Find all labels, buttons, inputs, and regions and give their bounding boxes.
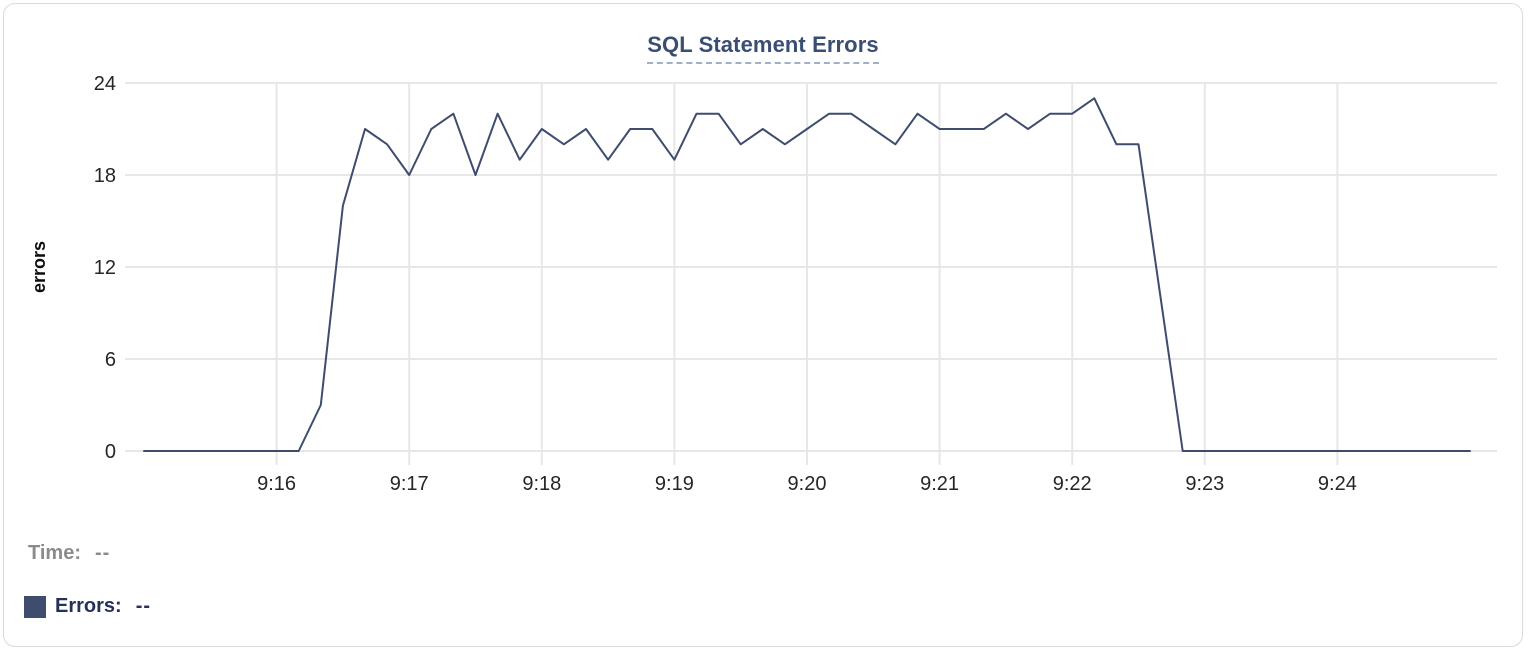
errors-label: Errors: (55, 595, 122, 617)
time-value: -- (94, 542, 111, 564)
time-label: Time: (28, 542, 81, 564)
chart-title[interactable]: SQL Statement Errors (647, 32, 879, 64)
legend-time-row: Time: -- (28, 542, 110, 565)
y-tick-label: 12 (94, 257, 116, 279)
y-tick-label: 0 (105, 441, 116, 463)
errors-value: -- (135, 595, 152, 617)
x-tick-label: 9:22 (1053, 473, 1092, 495)
legend-errors-row: Errors: -- (24, 595, 151, 618)
y-tick-label: 24 (94, 73, 116, 95)
x-tick-label: 9:19 (655, 473, 694, 495)
y-tick-label: 18 (94, 165, 116, 187)
x-tick-label: 9:24 (1318, 473, 1357, 495)
chart-title-wrap: SQL Statement Errors (4, 32, 1522, 64)
y-tick-label: 6 (105, 349, 116, 371)
chart-card: SQL Statement Errors 0 6 12 18 24 9:16 9:17 9:1… (3, 3, 1523, 647)
x-tick-label: 9:17 (390, 473, 429, 495)
x-tick-label: 9:20 (788, 473, 827, 495)
x-tick-label: 9:23 (1185, 473, 1224, 495)
errors-series-swatch (24, 595, 46, 618)
y-axis-title: errors (29, 241, 49, 293)
errors-line-chart[interactable]: 0 6 12 18 24 9:16 9:17 9:18 9:19 9:20 9:21 9:22 9:23… (3, 3, 1523, 506)
x-tick-label: 9:21 (920, 473, 959, 495)
x-tick-label: 9:16 (257, 473, 296, 495)
x-tick-label: 9:18 (522, 473, 561, 495)
errors-series-line (143, 97, 1471, 452)
